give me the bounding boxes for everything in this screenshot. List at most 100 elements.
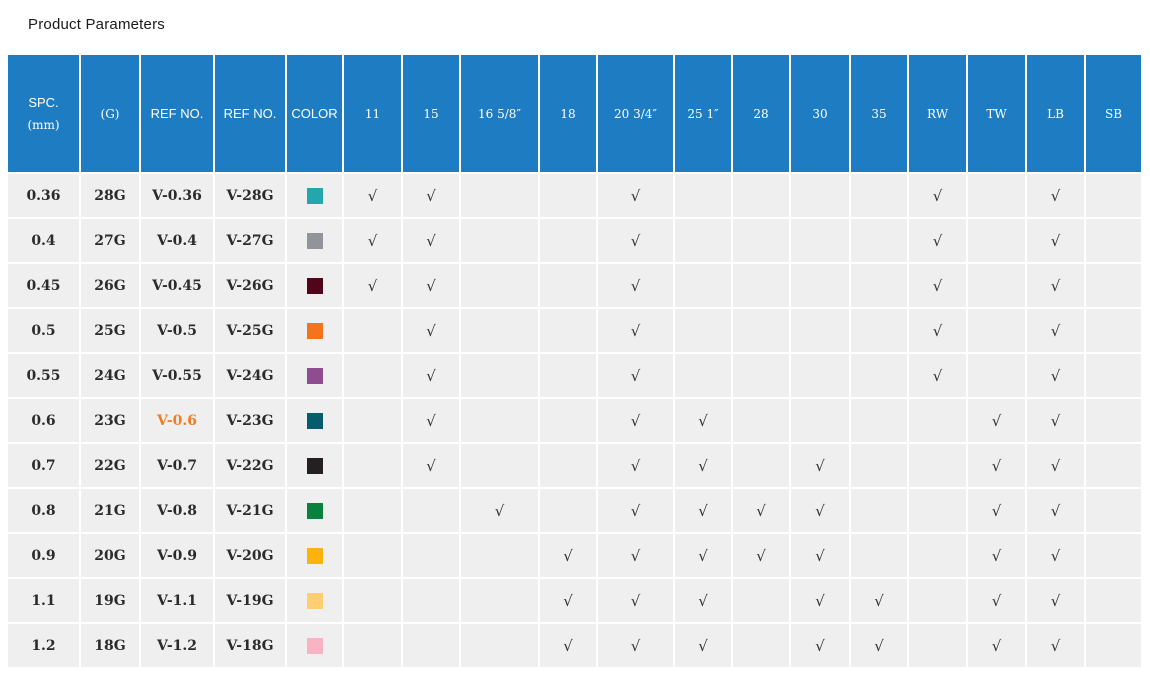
cell-check-15: √: [403, 219, 459, 262]
cell-color: [287, 489, 342, 532]
cell-check-11: [344, 624, 401, 667]
col-header-size-35: 35: [851, 55, 907, 172]
cell-check-25-1: [675, 219, 731, 262]
cell-check-18: √: [540, 624, 596, 667]
cell-check-20-3-4: √: [598, 309, 673, 352]
cell-check-30: √: [791, 579, 849, 622]
color-swatch: [306, 637, 323, 654]
cell-check-sb: [1086, 444, 1141, 487]
color-swatch: [306, 457, 323, 474]
cell-ref-no-2: V-19G: [215, 579, 285, 622]
cell-gauge: 25G: [81, 309, 139, 352]
cell-check-15: √: [403, 354, 459, 397]
cell-check-25-1: [675, 174, 731, 217]
cell-check-11: [344, 399, 401, 442]
cell-check-25-1: √: [675, 579, 731, 622]
cell-ref-no-1: V-0.5: [141, 309, 213, 352]
cell-check-30: √: [791, 534, 849, 577]
table-row: 0.4 27G V-0.4 V-27G √ √ √ √ √: [8, 219, 1141, 262]
cell-ref-no-1: V-1.1: [141, 579, 213, 622]
cell-gauge: 20G: [81, 534, 139, 577]
color-swatch: [306, 277, 323, 294]
cell-color: [287, 264, 342, 307]
cell-check-rw: √: [909, 354, 966, 397]
cell-check-15: [403, 579, 459, 622]
cell-check-30: [791, 219, 849, 262]
cell-color: [287, 579, 342, 622]
cell-check-25-1: √: [675, 489, 731, 532]
cell-check-16-5-8: [461, 399, 538, 442]
table-row: 0.55 24G V-0.55 V-24G √ √ √ √: [8, 354, 1141, 397]
cell-ref-no-2: V-24G: [215, 354, 285, 397]
cell-ref-no-1: V-0.55: [141, 354, 213, 397]
cell-check-tw: √: [968, 624, 1025, 667]
cell-check-18: [540, 309, 596, 352]
cell-check-30: [791, 174, 849, 217]
cell-spc: 0.4: [8, 219, 79, 262]
col-header-size-25-1: 25 1″: [675, 55, 731, 172]
cell-check-20-3-4: √: [598, 534, 673, 577]
cell-gauge: 24G: [81, 354, 139, 397]
cell-check-28: [733, 174, 789, 217]
cell-check-11: [344, 354, 401, 397]
col-header-size-lb: LB: [1027, 55, 1084, 172]
col-header-size-tw: TW: [968, 55, 1025, 172]
cell-check-25-1: √: [675, 399, 731, 442]
color-swatch: [306, 322, 323, 339]
cell-ref-no-2: V-20G: [215, 534, 285, 577]
cell-ref-no-1: V-0.4: [141, 219, 213, 262]
cell-check-18: [540, 264, 596, 307]
cell-check-sb: [1086, 309, 1141, 352]
cell-check-35: [851, 264, 907, 307]
header-row: SPC. (mm) (G) REF NO. REF NO. COLOR 11 15 16 5/8…: [8, 55, 1141, 172]
color-swatch: [306, 232, 323, 249]
col-header-size-rw: RW: [909, 55, 966, 172]
cell-ref-no-1: V-0.36: [141, 174, 213, 217]
cell-ref-no-1: V-0.9: [141, 534, 213, 577]
cell-check-15: [403, 534, 459, 577]
cell-check-16-5-8: [461, 579, 538, 622]
col-header-size-30: 30: [791, 55, 849, 172]
cell-check-30: √: [791, 489, 849, 532]
col-header-label: (G): [100, 106, 120, 121]
cell-ref-no-2: V-18G: [215, 624, 285, 667]
cell-check-11: [344, 579, 401, 622]
cell-spc: 0.45: [8, 264, 79, 307]
cell-check-tw: √: [968, 444, 1025, 487]
cell-check-20-3-4: √: [598, 624, 673, 667]
cell-check-sb: [1086, 219, 1141, 262]
cell-ref-no-2: V-26G: [215, 264, 285, 307]
cell-check-25-1: [675, 264, 731, 307]
cell-check-30: [791, 264, 849, 307]
cell-check-tw: √: [968, 579, 1025, 622]
cell-check-18: [540, 219, 596, 262]
cell-ref-no-2: V-25G: [215, 309, 285, 352]
cell-check-lb: √: [1027, 309, 1084, 352]
cell-color: [287, 354, 342, 397]
cell-check-tw: [968, 264, 1025, 307]
cell-check-15: √: [403, 309, 459, 352]
cell-spc: 0.5: [8, 309, 79, 352]
cell-check-35: √: [851, 624, 907, 667]
cell-check-11: [344, 444, 401, 487]
cell-check-35: [851, 489, 907, 532]
cell-check-rw: [909, 624, 966, 667]
cell-color: [287, 534, 342, 577]
cell-spc: 0.8: [8, 489, 79, 532]
cell-check-sb: [1086, 174, 1141, 217]
table-row: 0.7 22G V-0.7 V-22G √ √ √ √ √ √: [8, 444, 1141, 487]
cell-check-20-3-4: √: [598, 579, 673, 622]
cell-check-sb: [1086, 489, 1141, 532]
cell-check-rw: √: [909, 309, 966, 352]
color-swatch: [306, 502, 323, 519]
cell-check-lb: √: [1027, 489, 1084, 532]
cell-check-18: [540, 444, 596, 487]
cell-check-28: √: [733, 534, 789, 577]
cell-check-25-1: √: [675, 444, 731, 487]
col-header-color: COLOR: [287, 55, 342, 172]
cell-check-35: [851, 534, 907, 577]
cell-check-rw: [909, 399, 966, 442]
col-header-size-sb: SB: [1086, 55, 1141, 172]
cell-check-35: [851, 399, 907, 442]
col-header-size-15: 15: [403, 55, 459, 172]
